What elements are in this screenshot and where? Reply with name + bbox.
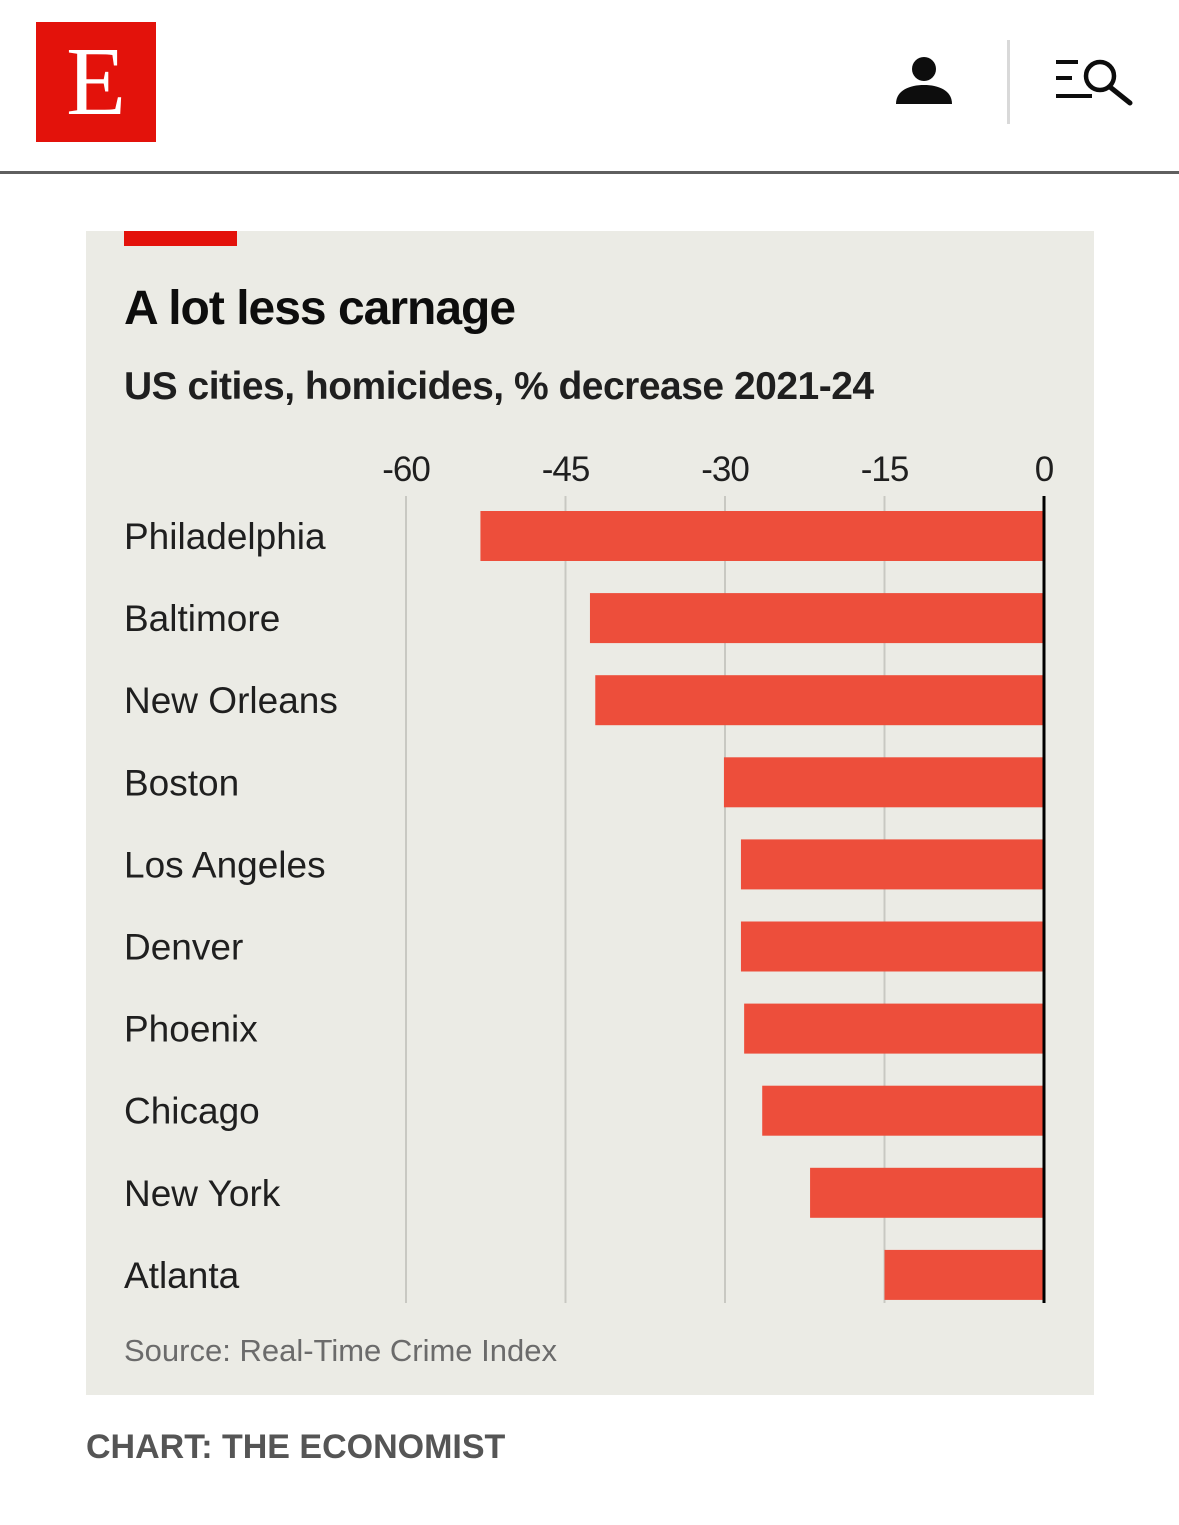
bar-chart: -60 -45 -30 -15 0 Philadelphia Baltimore New O… [86, 231, 1094, 1331]
x-tick-label: -15 [861, 450, 909, 489]
bar [741, 839, 1044, 889]
bar [595, 675, 1044, 725]
bar [741, 922, 1044, 972]
category-label: Baltimore [124, 598, 280, 639]
account-icon [890, 52, 958, 112]
chart-source: Source: Real-Time Crime Index [124, 1333, 557, 1369]
category-label: Denver [124, 927, 243, 968]
category-label: Atlanta [124, 1255, 240, 1296]
x-tick-label: -45 [542, 450, 590, 489]
menu-search-button[interactable] [1050, 54, 1140, 110]
category-label: New York [124, 1173, 281, 1214]
x-axis-ticks: -60 -45 -30 -15 0 [382, 450, 1054, 489]
account-button[interactable] [890, 52, 958, 112]
category-labels: Philadelphia Baltimore New Orleans Boston Lo… [124, 516, 338, 1296]
header-rule [0, 171, 1179, 174]
bar [885, 1250, 1045, 1300]
site-header: E [0, 0, 1179, 172]
category-label: Boston [124, 762, 239, 803]
category-label: Chicago [124, 1091, 260, 1132]
x-tick-label: 0 [1035, 450, 1054, 489]
menu-search-icon [1050, 54, 1140, 110]
category-label: Philadelphia [124, 516, 326, 557]
bar [590, 593, 1044, 643]
chart-panel: A lot less carnage US cities, homicides,… [86, 231, 1094, 1395]
category-label: Phoenix [124, 1009, 258, 1050]
bar [810, 1168, 1044, 1218]
category-label: New Orleans [124, 680, 338, 721]
x-tick-label: -30 [701, 450, 749, 489]
chart-credit: CHART: THE ECONOMIST [86, 1428, 505, 1467]
economist-logo[interactable]: E [36, 22, 156, 142]
bar [744, 1004, 1044, 1054]
bar [762, 1086, 1044, 1136]
bar [480, 511, 1044, 561]
bar [724, 757, 1044, 807]
category-label: Los Angeles [124, 844, 326, 885]
header-divider [1007, 40, 1010, 124]
x-tick-label: -60 [382, 450, 430, 489]
